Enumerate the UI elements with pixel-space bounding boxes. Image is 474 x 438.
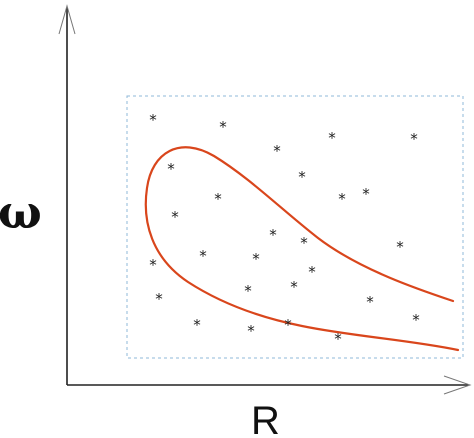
sample-point-marker: *	[219, 118, 227, 136]
sample-point-marker: *	[290, 278, 298, 296]
sample-point-marker: *	[149, 111, 157, 129]
y-axis-label: ω	[0, 185, 42, 239]
sample-points: * ** *** ****** * ** ** **** *** ** *	[149, 111, 420, 348]
axes	[58, 4, 472, 395]
sample-point-marker: *	[308, 263, 316, 281]
sample-point-marker: *	[396, 238, 404, 256]
sample-point-marker: *	[247, 322, 255, 340]
region-boundary-curve	[144, 146, 460, 352]
sample-point-marker: *	[199, 247, 207, 265]
sample-point-marker: *	[328, 129, 336, 147]
sample-point-marker: *	[252, 250, 260, 268]
sample-point-marker: *	[155, 290, 163, 308]
y-axis-arrow-icon	[58, 4, 76, 35]
sample-point-marker: *	[193, 316, 201, 334]
sampling-region-box	[126, 95, 464, 359]
sample-point-marker: *	[269, 226, 277, 244]
sample-point-marker: *	[410, 130, 418, 148]
sample-point-marker: *	[214, 190, 222, 208]
sample-point-marker: *	[412, 311, 420, 329]
sample-point-marker: *	[298, 168, 306, 186]
sample-point-marker: *	[273, 142, 281, 160]
sample-point-marker: *	[244, 282, 252, 300]
sample-point-marker: *	[284, 316, 292, 334]
sample-point-marker: *	[167, 160, 175, 178]
sample-point-marker: *	[366, 293, 374, 311]
sample-point-marker: *	[171, 208, 179, 226]
sample-point-marker: *	[149, 256, 157, 274]
x-axis-label: R	[251, 399, 280, 438]
sample-point-marker: *	[362, 185, 370, 203]
x-axis-arrow-icon	[443, 375, 472, 395]
sample-point-marker: *	[334, 330, 342, 348]
sample-point-marker: *	[338, 190, 346, 208]
sample-point-marker: *	[300, 234, 308, 252]
